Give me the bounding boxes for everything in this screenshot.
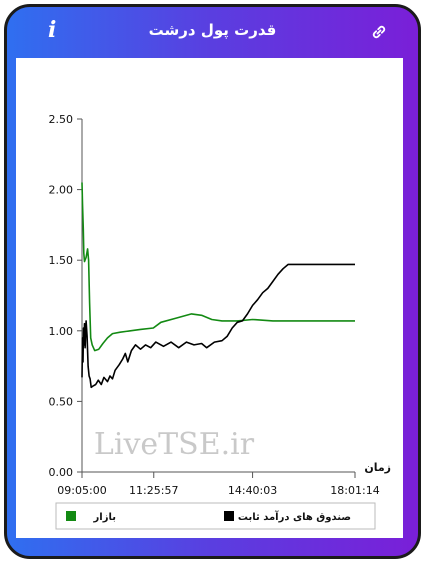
chart-title: قدرت پول درشت [148,21,277,39]
watermark: LiveTSE.ir [94,427,255,462]
chart-panel: LiveTSE.ir 0.00 0.50 1.00 1.50 2.00 2.50 09:05… [16,58,403,538]
x-axis-label: زمان [364,461,391,474]
series-line-fund [81,263,355,389]
x-tick-label: 14:40:03 [228,484,277,497]
legend-swatch-market [66,511,76,521]
y-tick-label: 0.50 [49,395,74,408]
chart-card: i قدرت پول درشت LiveTSE.ir 0.00 0.50 1.00 1… [4,4,421,559]
y-tick-label: 2.50 [49,113,74,126]
y-tick-label: 0.00 [49,466,74,479]
line-chart: LiveTSE.ir 0.00 0.50 1.00 1.50 2.00 2.50 09:05… [49,113,391,530]
legend-label-market: بازار [93,512,116,523]
y-tick-label: 1.00 [49,325,74,338]
x-tick-label: 18:01:14 [330,484,379,497]
y-tick-label: 2.00 [49,184,74,197]
legend-box [55,502,376,530]
x-tick-label: 09:05:00 [57,484,106,497]
series-line-market [81,182,355,352]
link-icon[interactable] [370,23,388,41]
legend-swatch-fund [224,511,234,521]
info-icon[interactable]: i [48,17,57,43]
card-header: i قدرت پول درشت [7,7,418,57]
x-tick-label: 11:25:57 [129,484,178,497]
y-tick-label: 1.50 [49,254,74,267]
legend-label-fund: صندوق های درآمد ثابت [238,510,351,523]
